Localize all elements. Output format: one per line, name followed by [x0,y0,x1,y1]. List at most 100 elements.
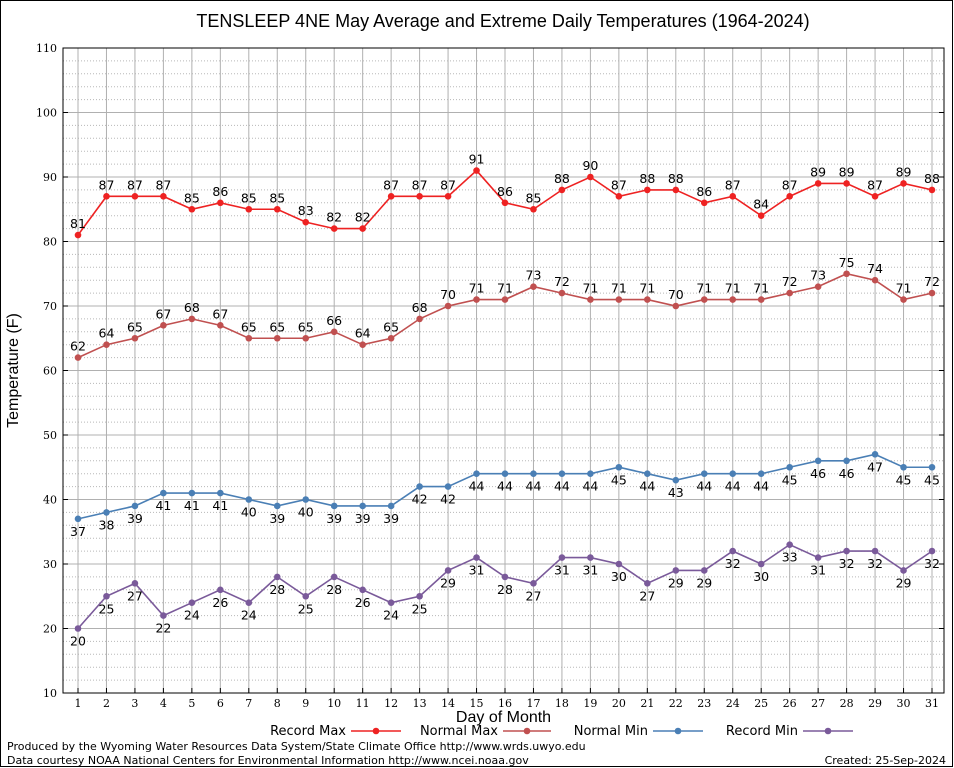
data-point [672,567,680,574]
data-label: 44 [582,479,598,494]
data-label: 30 [611,569,627,584]
data-label: 32 [924,556,940,571]
data-point [814,457,822,465]
data-label: 39 [269,511,285,526]
data-label: 71 [611,281,627,296]
data-point [416,315,423,323]
data-point [900,567,907,574]
data-label: 26 [355,595,371,610]
data-point [245,599,253,606]
legend-item: Record Min [726,724,853,739]
data-label: 33 [782,550,798,565]
data-point [416,592,423,600]
data-label: 85 [184,190,200,205]
data-point [501,296,509,303]
data-label: 40 [241,505,257,520]
x-tick-label: 29 [868,697,882,710]
data-label: 44 [469,479,485,494]
data-point [245,334,253,342]
data-point [928,547,936,555]
data-point [757,560,765,568]
data-point [530,470,537,478]
y-tick-label: 20 [43,623,57,636]
data-label: 88 [668,171,684,186]
data-point [587,296,594,303]
y-tick-label: 60 [43,365,57,378]
x-tick-label: 21 [640,697,654,710]
data-label: 71 [696,281,712,296]
x-tick-label: 3 [131,697,138,710]
data-point [615,193,623,200]
data-label: 25 [298,601,314,616]
data-point [757,470,765,478]
data-point [103,509,110,516]
data-label: 31 [810,563,826,578]
data-point [330,328,338,336]
data-label: 87 [867,177,883,192]
data-label: 89 [839,164,855,179]
y-tick-label: 70 [43,300,57,313]
y-tick-label: 10 [43,687,57,700]
data-label: 87 [383,177,399,192]
data-point [273,502,281,510]
data-label: 41 [184,498,200,513]
x-tick-label: 19 [583,697,597,710]
data-point [843,270,850,278]
series-normal-max: 62 64 65 67 68 67 65 65 65 66 64 65 68 70 71 71 73 72 71 71… [70,255,940,361]
data-label: 65 [241,319,257,334]
x-tick-label: 9 [302,697,309,710]
data-point [188,599,196,606]
data-label: 72 [924,274,940,289]
x-tick-label: 6 [217,697,224,710]
data-label: 71 [753,281,769,296]
data-point [530,580,537,587]
data-point [444,193,452,200]
data-label: 25 [99,601,115,616]
y-tick-label: 30 [43,558,57,571]
legend-label: Record Max [270,724,346,739]
data-point [160,612,167,619]
x-tick-label: 31 [925,697,939,710]
data-point [387,502,395,510]
data-label: 62 [70,339,86,354]
data-label: 83 [298,203,314,218]
data-label: 41 [212,498,228,513]
data-label: 24 [241,608,257,623]
y-tick-label: 90 [43,171,57,184]
data-point [74,354,82,361]
data-label: 28 [497,582,513,597]
legend-item: Record Max [270,724,401,739]
data-label: 64 [99,326,115,341]
data-label: 44 [725,479,741,494]
data-label: 26 [212,595,228,610]
data-label: 71 [582,281,598,296]
x-tick-label: 4 [160,697,167,710]
data-point [473,470,480,478]
data-point [131,580,139,587]
x-tick-label: 7 [245,697,252,710]
x-tick-label: 18 [555,697,569,710]
data-label: 25 [412,601,428,616]
x-tick-label: 13 [413,697,427,710]
data-label: 44 [526,479,542,494]
data-point [330,573,338,581]
data-point [131,193,139,200]
data-label: 45 [896,472,912,487]
data-point [217,586,224,594]
legend-label: Normal Max [420,724,498,739]
data-label: 44 [696,479,712,494]
data-point [871,276,879,284]
data-label: 88 [924,171,940,186]
data-label: 28 [269,582,285,597]
data-point [302,496,310,503]
data-label: 31 [554,563,570,578]
data-point [359,225,366,232]
data-label: 87 [782,177,798,192]
data-label: 74 [867,261,883,276]
x-tick-label: 26 [783,697,797,710]
data-point [501,573,509,581]
x-tick-label: 22 [669,697,683,710]
series-lines: 81 87 87 87 85 86 85 85 83 82 82 87 87 87 91 86 85 88 90 87… [70,152,940,649]
data-point [729,470,737,478]
